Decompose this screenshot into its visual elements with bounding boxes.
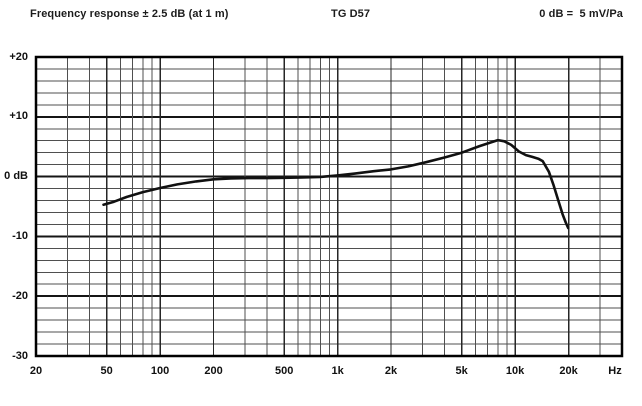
x-axis-tick-label: 20k <box>559 365 578 377</box>
y-axis-tick-label: 0 dB <box>4 170 28 183</box>
chart-sensitivity-note: 0 dB = 5 mV/Pa <box>539 8 623 20</box>
x-axis-tick-label: 20 <box>29 365 43 377</box>
x-axis-tick-label: 5k <box>455 365 468 377</box>
chart-subtitle-tolerance: Frequency response ± 2.5 dB (at 1 m) <box>30 8 229 20</box>
y-axis-tick-label: +20 <box>9 50 28 63</box>
chart-title-model: TG D57 <box>331 8 371 20</box>
x-axis-tick-label: 50 <box>100 365 113 377</box>
y-axis-tick-label: -10 <box>12 229 28 242</box>
x-axis-tick-label: 10k <box>505 365 525 377</box>
x-axis-unit-label: Hz <box>608 365 622 377</box>
y-axis-tick-label: -20 <box>12 289 28 302</box>
plot-border <box>34 55 624 358</box>
x-axis-tick-label: 200 <box>204 365 223 377</box>
y-axis-tick-label: -30 <box>12 349 28 362</box>
y-axis-tick-label: +10 <box>9 110 28 123</box>
x-axis-tick-label: 500 <box>274 365 294 377</box>
x-axis-tick-label: 2k <box>384 365 398 377</box>
x-axis-tick-label: 100 <box>150 365 170 377</box>
x-axis-tick-label: 1k <box>331 365 344 377</box>
response-curve <box>102 138 570 230</box>
